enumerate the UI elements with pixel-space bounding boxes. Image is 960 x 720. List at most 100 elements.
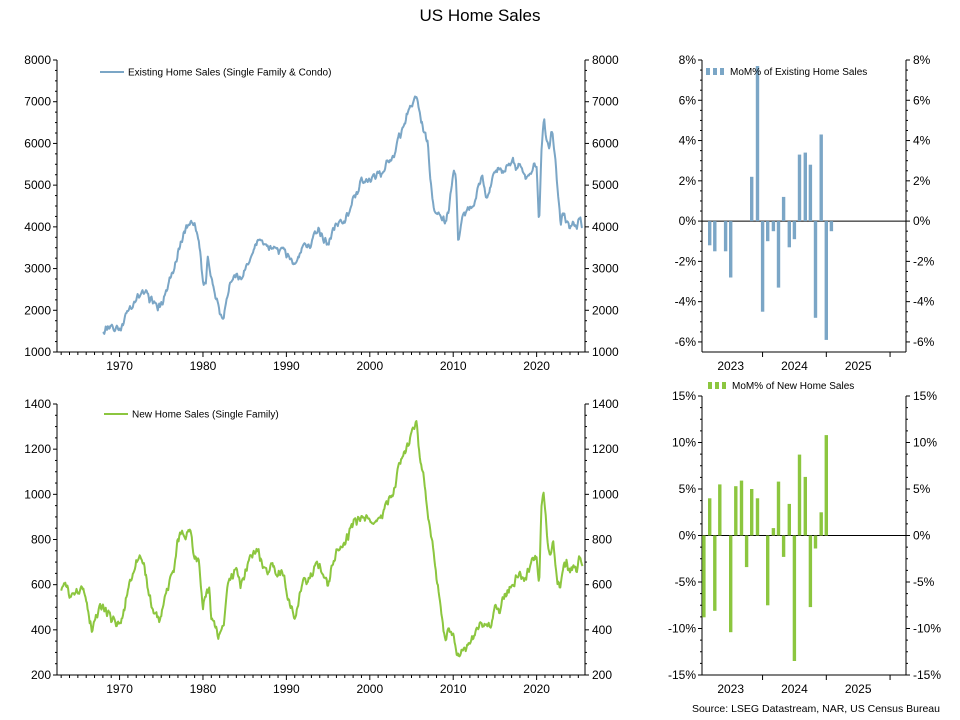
bar: [829, 221, 834, 232]
y-tick-label-right: 1400: [592, 397, 619, 411]
x-tick-label: 1990: [273, 682, 300, 696]
bar: [808, 535, 813, 608]
y-tick-label-right: 400: [592, 623, 612, 637]
bar: [766, 221, 770, 242]
y-tick-label-left: 200: [31, 668, 51, 682]
bar: [813, 221, 818, 318]
bar: [771, 221, 776, 232]
bar: [797, 454, 802, 536]
legend-label: Existing Home Sales (Single Family & Con…: [128, 68, 331, 79]
series-line: [102, 95, 583, 335]
bar: [776, 481, 781, 536]
y-tick-label-left: 5000: [24, 178, 51, 192]
y-tick-label-right: 600: [592, 578, 612, 592]
bar: [792, 535, 797, 661]
y-tick-label-left: 800: [31, 533, 51, 547]
bar: [803, 152, 807, 222]
y-tick-label-right: 2%: [913, 174, 931, 188]
x-tick-label: 2010: [440, 359, 467, 373]
y-tick-label-right: 0%: [913, 214, 931, 228]
bar: [813, 535, 818, 549]
bar: [755, 66, 760, 222]
x-tick-label: 2010: [440, 682, 467, 696]
y-tick-label-left: -4%: [675, 295, 697, 309]
bar: [808, 164, 813, 222]
bar: [739, 480, 744, 536]
bar: [755, 498, 760, 536]
bar: [750, 489, 754, 536]
y-tick-label-right: 6000: [592, 136, 619, 150]
legend-swatch: [706, 68, 710, 75]
y-tick-label-left: 4000: [24, 220, 51, 234]
x-tick-label: 1990: [273, 359, 300, 373]
y-tick-label-right: 1000: [592, 345, 619, 359]
bar: [776, 221, 781, 288]
series-line: [60, 420, 584, 658]
y-tick-label-left: -6%: [675, 335, 697, 349]
bar: [781, 196, 786, 222]
y-tick-label-left: 6%: [679, 93, 697, 107]
y-tick-label-left: 1400: [24, 397, 51, 411]
y-tick-label-left: 2%: [679, 174, 697, 188]
bar: [803, 476, 807, 536]
legend-swatch: [713, 68, 717, 75]
bar: [760, 221, 765, 312]
bar: [729, 535, 733, 633]
bar: [797, 154, 802, 222]
y-tick-label-left: 4%: [679, 134, 697, 148]
y-tick-label-left: 0%: [679, 529, 697, 543]
y-tick-label-left: 1000: [24, 487, 51, 501]
y-tick-label-right: 4%: [913, 134, 931, 148]
bar: [729, 221, 733, 278]
chart-title: US Home Sales: [419, 6, 541, 25]
y-tick-label-right: 200: [592, 668, 612, 682]
x-tick-label: 2025: [845, 359, 872, 373]
legend-label: MoM% of Existing Home Sales: [730, 67, 867, 78]
bar: [771, 528, 776, 536]
y-tick-label-right: 800: [592, 533, 612, 547]
y-tick-label-right: 6%: [913, 93, 931, 107]
source-note: Source: LSEG Datastream, NAR, US Census …: [691, 703, 940, 715]
x-tick-label: 1980: [190, 359, 217, 373]
legend-label: MoM% of New Home Sales: [732, 381, 854, 392]
y-tick-label-left: 5%: [679, 482, 697, 496]
legend-swatch: [720, 68, 724, 75]
y-tick-label-right: -10%: [913, 622, 941, 636]
y-tick-label-left: 600: [31, 578, 51, 592]
y-tick-label-right: 8000: [592, 53, 619, 67]
y-tick-label-left: 2000: [24, 303, 51, 317]
y-tick-label-left: 400: [31, 623, 51, 637]
y-tick-label-right: -5%: [913, 575, 935, 589]
bar: [781, 535, 786, 557]
y-tick-label-right: 2000: [592, 303, 619, 317]
y-tick-label-right: 3000: [592, 262, 619, 276]
y-tick-label-right: 15%: [913, 389, 937, 403]
bar: [824, 435, 828, 536]
y-tick-label-left: 1000: [24, 345, 51, 359]
y-tick-label-left: -15%: [668, 668, 696, 682]
bar: [744, 535, 749, 568]
y-tick-label-left: 10%: [672, 436, 696, 450]
bar: [708, 498, 712, 536]
x-tick-label: 2000: [356, 359, 383, 373]
y-tick-label-left: 1200: [24, 442, 51, 456]
y-tick-label-right: -2%: [913, 254, 935, 268]
y-tick-label-left: -10%: [668, 622, 696, 636]
bar: [819, 134, 823, 222]
y-tick-label-right: 1200: [592, 442, 619, 456]
y-tick-label-right: 8%: [913, 53, 931, 67]
x-tick-label: 1980: [190, 682, 217, 696]
y-tick-label-left: 6000: [24, 136, 51, 150]
bar: [824, 221, 828, 340]
y-tick-label-left: 15%: [672, 389, 696, 403]
y-tick-label-left: 8000: [24, 53, 51, 67]
y-tick-label-right: 4000: [592, 220, 619, 234]
x-tick-label: 1970: [106, 359, 133, 373]
bar: [723, 221, 728, 252]
x-tick-label: 2025: [845, 682, 872, 696]
legend-swatch: [722, 382, 726, 389]
